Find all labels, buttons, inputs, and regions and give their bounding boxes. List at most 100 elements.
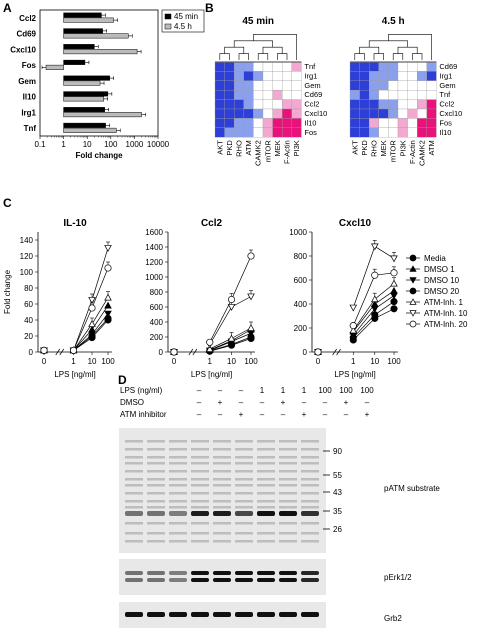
blot-band-faint [147, 448, 165, 451]
heatmap-cell [397, 99, 408, 110]
bar [63, 122, 106, 128]
blot-band-grb2 [301, 612, 319, 617]
blot-panel-label: pATM substrate [384, 484, 440, 493]
blot-band-35kDa [235, 511, 253, 516]
heatmap-cell [253, 90, 264, 100]
heatmap-cell [214, 118, 225, 128]
lane-value: – [239, 398, 244, 407]
heatmap-cell [349, 90, 360, 100]
bar [63, 96, 104, 102]
blot-band-faint [169, 500, 187, 503]
lane-value: – [197, 398, 202, 407]
blot-band-grb2 [235, 612, 253, 617]
bar [63, 112, 142, 118]
data-point [370, 243, 379, 251]
y-axis-title: Fold change [3, 269, 12, 314]
blot-band-faint [169, 540, 187, 543]
heatmap-cell [291, 71, 302, 81]
bar [63, 75, 110, 81]
mw-label: 26 [333, 525, 342, 534]
data-point [88, 304, 96, 312]
blot-band-faint [257, 462, 275, 465]
blot-band-faint [191, 456, 209, 459]
heatmap-cell [234, 80, 244, 91]
mw-label: 43 [333, 488, 342, 497]
dendrogram-branch [238, 53, 249, 60]
dendrogram-branch [277, 53, 288, 60]
data-point [104, 316, 112, 324]
blot-band-erk-lower [147, 578, 165, 582]
heatmap-col-label: mTOR [263, 140, 272, 163]
dendrogram-branch [224, 46, 245, 54]
dendrogram-branch [392, 53, 404, 60]
blot-band-faint [169, 522, 187, 525]
blot-band-faint [213, 492, 231, 495]
blot-band-grb2 [257, 612, 275, 617]
blot-band-faint [301, 484, 319, 487]
axis-break [192, 348, 198, 356]
heatmap-cell [378, 127, 389, 138]
heatmap-cell [378, 61, 389, 72]
data-point [349, 326, 358, 334]
heatmap-cell [253, 80, 264, 91]
blot-band-faint [213, 440, 231, 443]
legend-label: 45 min [174, 12, 198, 21]
heatmap-cell [272, 99, 283, 110]
blot-band-faint [301, 470, 319, 473]
y-tick-label: 600 [150, 303, 164, 312]
heatmap-cell [397, 108, 408, 119]
heatmap-cell [291, 127, 302, 138]
blot-band-faint [125, 456, 143, 459]
blot-band-faint [169, 478, 187, 481]
legend-marker [409, 287, 417, 295]
line-chart-title: Cxcl10 [339, 218, 372, 229]
data-point [349, 336, 357, 344]
blot-band-faint [235, 500, 253, 503]
y-tick-label: 200 [294, 324, 308, 333]
heatmap-cell [262, 71, 273, 81]
lane-value: – [218, 386, 223, 395]
blot-band-faint [191, 470, 209, 473]
data-point [88, 320, 96, 327]
heatmap-row-label: Cxcl10 [439, 109, 462, 118]
heatmap-col-label: RHO [370, 140, 379, 157]
blot-band-faint [147, 540, 165, 543]
x-tick-label: 100 [104, 140, 118, 149]
blot-band-35kDa [257, 511, 275, 516]
heatmap-cell [224, 118, 235, 128]
data-point [349, 304, 358, 312]
x-tick-label: 10000 [147, 140, 170, 149]
legend-swatch [164, 13, 172, 20]
heatmap-cell [397, 80, 408, 91]
blot-band-erk-lower [169, 578, 187, 582]
blot-band-faint [213, 522, 231, 525]
blot-band-faint [125, 506, 143, 509]
bar [63, 44, 95, 50]
lane-value: 100 [318, 386, 332, 395]
blot-band-faint [279, 440, 297, 443]
data-point [314, 348, 322, 356]
heatmap-col-label: F-Actin [408, 140, 417, 164]
blot-band-erk-lower [301, 578, 319, 582]
dendrogram-branch [388, 34, 432, 60]
heatmap-cell [282, 71, 292, 81]
lane-value: 100 [339, 386, 353, 395]
heatmap-cell [224, 99, 235, 110]
lane-value: 100 [360, 386, 374, 395]
x-tick-label: 0.1 [34, 140, 46, 149]
blot-band-faint [191, 522, 209, 525]
heatmap-cell [224, 80, 235, 91]
blot-condition-label: LPS (ng/ml) [120, 386, 163, 395]
heatmap-cell [378, 71, 389, 81]
y-tick-label: 800 [294, 252, 308, 261]
heatmap-cell [359, 99, 370, 110]
heatmap-row-label: Cxcl10 [304, 109, 327, 118]
legend-marker [409, 310, 417, 317]
heatmap-cell [378, 108, 389, 119]
legend-label: ATM-Inh. 10 [424, 309, 468, 318]
heatmap-cell [224, 90, 235, 100]
blot-band-faint [213, 448, 231, 451]
heatmap-cell [426, 99, 437, 110]
heatmap-cell [369, 80, 379, 91]
